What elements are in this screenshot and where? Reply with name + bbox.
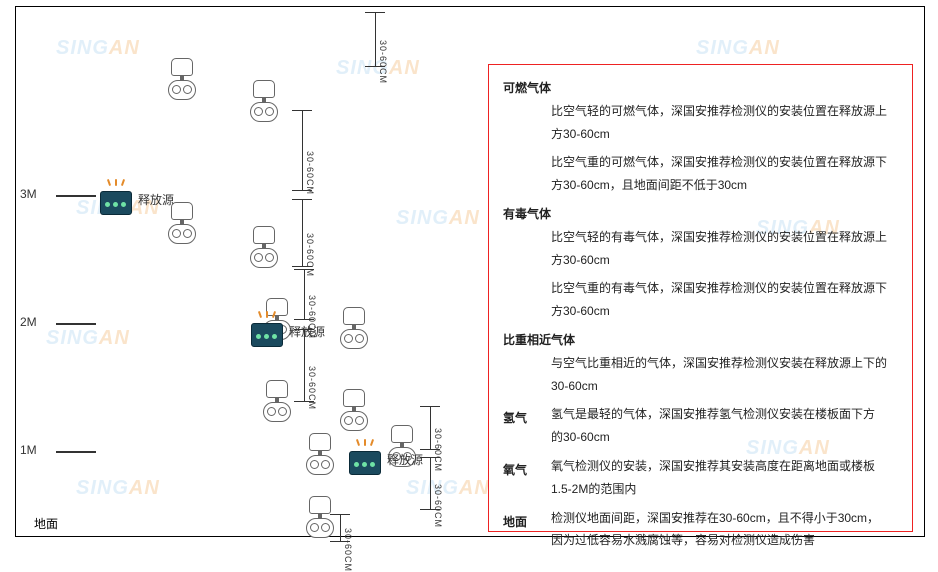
watermark: SINGAN	[76, 477, 160, 500]
detector-icon	[166, 202, 198, 242]
panel-heading: 有毒气体	[503, 203, 898, 226]
dimension-indicator: 30-60CM	[326, 514, 354, 542]
watermark: SINGAN	[396, 207, 480, 230]
y-axis-tick	[56, 195, 96, 197]
panel-heading: 比重相近气体	[503, 329, 898, 352]
panel-paragraph: 比空气重的可燃气体，深国安推荐检测仪的安装位置在释放源下方30-60cm，且地面…	[551, 151, 898, 197]
release-source-label: 释放源	[138, 191, 174, 208]
panel-paragraph: 比空气轻的有毒气体，深国安推荐检测仪的安装位置在释放源上方30-60cm	[551, 226, 898, 272]
panel-paragraph: 检测仪地面间距，深国安推荐在30-60cm，且不得小于30cm，因为过低容易水溅…	[551, 507, 881, 553]
dimension-indicator: 30-60CM	[416, 406, 444, 450]
y-axis-label: 3M	[20, 187, 37, 201]
detector-icon	[338, 307, 370, 347]
detector-icon	[304, 433, 336, 473]
detector-icon	[166, 58, 198, 98]
dimension-indicator: 30-60CM	[361, 12, 389, 67]
panel-heading: 氢气	[503, 407, 551, 430]
panel-paragraph: 氧气检测仪的安装，深国安推荐其安装高度在距离地面或楼板1.5-2M的范围内	[551, 455, 881, 501]
panel-paragraph: 氢气是最轻的气体，深国安推荐氢气检测仪安装在楼板面下方的30-60cm	[551, 403, 881, 449]
dimension-indicator: 30-60CM	[290, 269, 318, 320]
diagram-frame: SINGANSINGANSINGANSINGANSINGANSINGANSING…	[15, 6, 925, 537]
detector-icon	[248, 226, 280, 266]
release-source-icon	[251, 317, 285, 347]
release-source-label: 释放源	[387, 451, 423, 468]
detector-icon	[338, 389, 370, 429]
dimension-indicator: 30-60CM	[288, 199, 316, 267]
ground-label: 地面	[34, 515, 58, 532]
dimension-indicator: 30-60CM	[288, 110, 316, 191]
panel-paragraph: 比空气轻的可燃气体，深国安推荐检测仪的安装位置在释放源上方30-60cm	[551, 100, 898, 146]
watermark: SINGAN	[46, 327, 130, 350]
watermark: SINGAN	[696, 37, 780, 60]
y-axis-label: 2M	[20, 315, 37, 329]
panel-heading: 氧气	[503, 459, 551, 482]
panel-heading: 可燃气体	[503, 77, 898, 100]
release-source-icon	[349, 445, 383, 475]
y-axis-tick	[56, 451, 96, 453]
detector-icon	[248, 80, 280, 120]
release-source-label: 释放源	[289, 323, 325, 340]
release-source-icon	[100, 185, 134, 215]
y-axis-label: 1M	[20, 443, 37, 457]
info-panel: 可燃气体比空气轻的可燃气体，深国安推荐检测仪的安装位置在释放源上方30-60cm…	[488, 64, 913, 532]
panel-paragraph: 与空气比重相近的气体，深国安推荐检测仪安装在释放源上下的30-60cm	[551, 352, 898, 398]
y-axis-tick	[56, 323, 96, 325]
panel-paragraph: 比空气重的有毒气体，深国安推荐检测仪的安装位置在释放源下方30-60cm	[551, 277, 898, 323]
panel-heading: 地面	[503, 511, 551, 534]
watermark: SINGAN	[56, 37, 140, 60]
detector-icon	[261, 380, 293, 420]
